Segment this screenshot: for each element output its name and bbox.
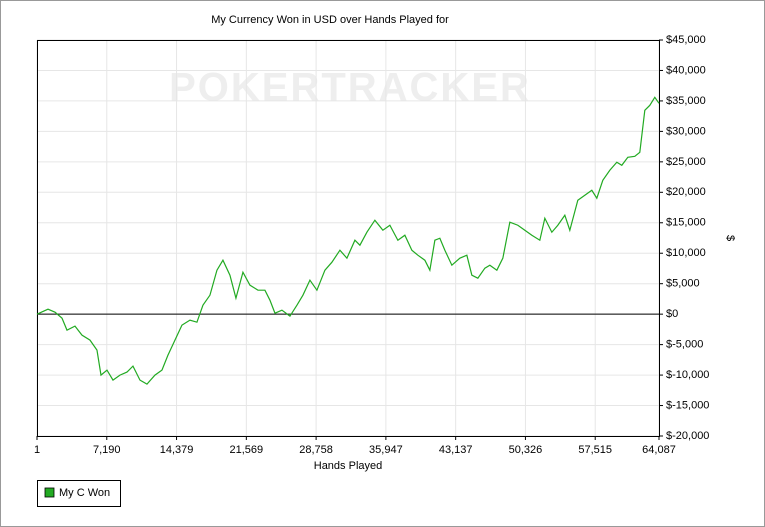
data-line	[36, 96, 660, 385]
y-tick-label: $15,000	[666, 217, 706, 229]
y-tick-label: $20,000	[666, 186, 706, 198]
y-tick-label: $-10,000	[666, 369, 709, 381]
x-tick-label: 21,569	[230, 444, 264, 456]
y-tick-label: $5,000	[666, 278, 700, 290]
y-tick-label: $30,000	[666, 125, 706, 137]
plot-area	[37, 40, 660, 437]
y-tick-label: $-15,000	[666, 399, 709, 411]
x-tick-label: 7,190	[93, 444, 121, 456]
x-tick-label: 50,326	[509, 444, 543, 456]
y-tick-label: $40,000	[666, 64, 706, 76]
watermark: POKERTRACKER	[169, 66, 531, 110]
chart-title: My Currency Won in USD over Hands Played…	[211, 14, 449, 26]
y-tick-label: $35,000	[666, 95, 706, 107]
legend: My C Won	[37, 480, 121, 507]
x-tick-label: 43,137	[439, 444, 473, 456]
y-tick-label: $25,000	[666, 156, 706, 168]
legend-swatch	[44, 487, 55, 498]
x-axis-label: Hands Played	[314, 460, 383, 472]
x-tick-label: 64,087	[642, 444, 676, 456]
y-tick-label: $45,000	[666, 34, 706, 46]
x-tick-label: 1	[34, 444, 40, 456]
y-axis-label: $	[724, 235, 736, 241]
x-tick-label: 57,515	[578, 444, 612, 456]
x-tick-label: 28,758	[299, 444, 333, 456]
y-tick-label: $-20,000	[666, 430, 709, 442]
x-tick-label: 14,379	[160, 444, 194, 456]
legend-label: My C Won	[59, 487, 110, 499]
x-tick-label: 35,947	[369, 444, 403, 456]
y-tick-label: $10,000	[666, 247, 706, 259]
y-tick-label: $0	[666, 308, 678, 320]
y-tick-label: $-5,000	[666, 339, 703, 351]
